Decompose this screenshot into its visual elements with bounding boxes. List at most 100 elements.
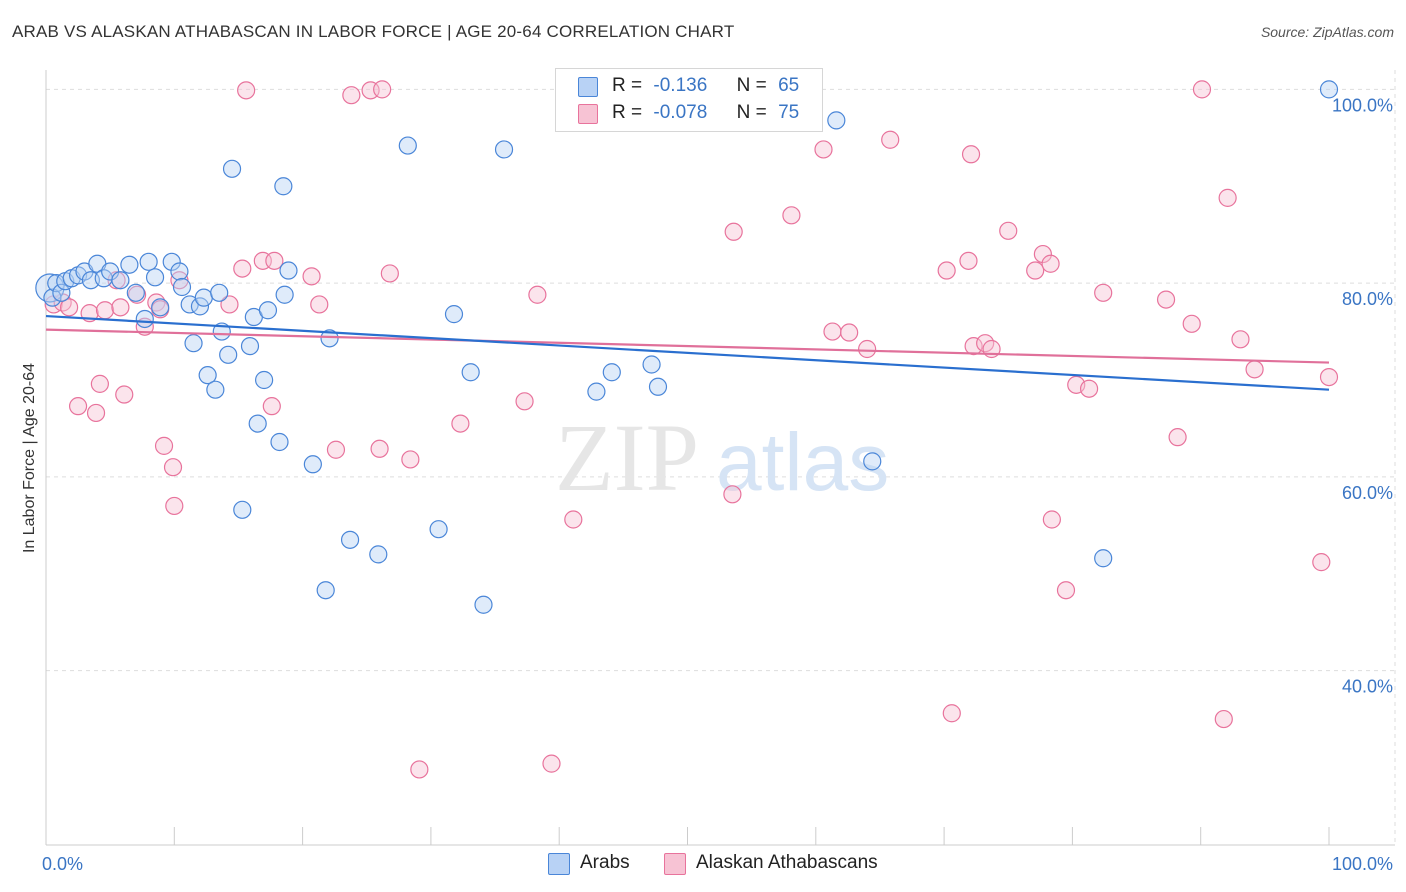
- athabascan-point: [451, 414, 470, 433]
- athabascan-point: [233, 259, 252, 278]
- athabascan-point: [1033, 244, 1052, 264]
- legend-n-label: N =: [736, 75, 767, 96]
- athabascan-point: [68, 397, 88, 416]
- series-athabascans-points: [44, 80, 1339, 779]
- athabascan-point: [1312, 553, 1331, 572]
- bottom-legend-swatch-arabs: [548, 853, 570, 875]
- athabascan-point: [1192, 80, 1212, 99]
- arab-point: [827, 111, 846, 130]
- athabascan-point: [823, 322, 842, 341]
- arab-point: [444, 305, 464, 324]
- y-tick-label: 100.0%: [1332, 95, 1393, 115]
- arab-point: [219, 345, 238, 364]
- legend-swatch-athabascans: [578, 104, 598, 124]
- athabascan-point: [937, 261, 956, 280]
- arab-point: [258, 301, 278, 320]
- arab-point: [494, 140, 514, 159]
- athabascan-point: [564, 510, 583, 529]
- y-tick-label: 80.0%: [1342, 289, 1393, 309]
- arab-point: [398, 136, 417, 155]
- y-tick-label: 60.0%: [1342, 483, 1393, 503]
- athabascan-point: [1042, 510, 1061, 529]
- arab-point: [863, 452, 882, 471]
- watermark-atlas: atlas: [716, 417, 889, 508]
- y-tick-label: 40.0%: [1342, 677, 1393, 697]
- arab-point: [1094, 549, 1113, 568]
- arab-point: [602, 363, 621, 382]
- arab-point: [111, 271, 130, 290]
- athabascan-point: [1231, 330, 1250, 349]
- arab-point: [145, 268, 165, 287]
- watermark: ZIP atlas: [555, 404, 889, 511]
- athabascan-point: [95, 301, 115, 320]
- arab-point: [275, 285, 294, 304]
- arab-point: [172, 277, 192, 297]
- legend-n-value: 75: [778, 102, 800, 123]
- arab-point: [303, 455, 322, 474]
- athabascan-point: [881, 130, 900, 149]
- athabascan-point: [1026, 261, 1045, 280]
- athabascan-point: [782, 206, 801, 225]
- athabascan-point: [237, 81, 256, 100]
- arab-point: [461, 363, 480, 382]
- watermark-zip: ZIP: [555, 404, 699, 511]
- athabascan-point: [723, 485, 742, 504]
- athabascan-point: [515, 392, 534, 411]
- athabascan-point: [959, 251, 978, 270]
- arab-point: [340, 530, 360, 549]
- bottom-legend-swatch-athabascans: [664, 853, 686, 875]
- athabascan-point: [373, 80, 392, 99]
- athabascan-point: [1056, 581, 1076, 600]
- athabascan-point: [86, 403, 106, 423]
- athabascan-point: [964, 336, 983, 356]
- arab-point: [162, 252, 181, 271]
- athabascan-point: [59, 298, 79, 317]
- athabascan-point: [1214, 709, 1233, 729]
- arab-point: [274, 177, 293, 196]
- arab-point: [429, 520, 448, 539]
- arab-point: [190, 297, 210, 316]
- chart-source: Source: ZipAtlas.com: [1260, 24, 1394, 40]
- arab-point: [474, 595, 493, 614]
- legend-r-label: R =: [612, 75, 643, 96]
- arab-point: [233, 500, 252, 519]
- bottom-legend-label-athabascans: Alaskan Athabascans: [696, 852, 878, 873]
- athabascan-point: [1168, 428, 1187, 447]
- arab-point: [206, 380, 225, 399]
- athabascan-point: [262, 397, 281, 416]
- athabascan-point: [528, 285, 547, 304]
- athabascan-point: [724, 222, 743, 241]
- athabascan-point: [370, 439, 389, 458]
- legend-r-value: -0.136: [653, 75, 708, 96]
- athabascan-point: [1319, 367, 1339, 387]
- arab-point: [52, 283, 71, 302]
- athabascan-point: [154, 436, 174, 455]
- arab-point: [369, 545, 388, 564]
- athabascan-point: [1156, 290, 1176, 309]
- arab-point: [320, 329, 339, 348]
- athabascan-point: [90, 374, 109, 393]
- arab-point: [255, 370, 274, 390]
- arab-point: [120, 255, 139, 274]
- arab-point: [248, 414, 267, 433]
- athabascan-point: [115, 385, 134, 404]
- axes: [45, 70, 1395, 846]
- athabascan-point: [111, 298, 130, 317]
- bottom-legend-label-arabs: Arabs: [580, 852, 630, 873]
- arab-point: [642, 355, 661, 374]
- athabascan-point: [814, 140, 833, 159]
- chart-title: ARAB VS ALASKAN ATHABASCAN IN LABOR FORC…: [12, 22, 735, 41]
- athabascan-point: [342, 86, 361, 105]
- series-arabs-points: [35, 80, 1339, 614]
- athabascan-point: [165, 496, 184, 516]
- athabascan-point: [999, 221, 1018, 240]
- legend-swatch-arabs: [578, 77, 598, 97]
- x-tick-label: 0.0%: [42, 854, 83, 874]
- athabascan-point: [542, 754, 561, 773]
- trend-lines: [45, 314, 1330, 391]
- athabascan-point: [302, 267, 321, 286]
- arab-point: [210, 283, 229, 302]
- arab-point: [126, 283, 145, 302]
- arab-point: [279, 261, 298, 280]
